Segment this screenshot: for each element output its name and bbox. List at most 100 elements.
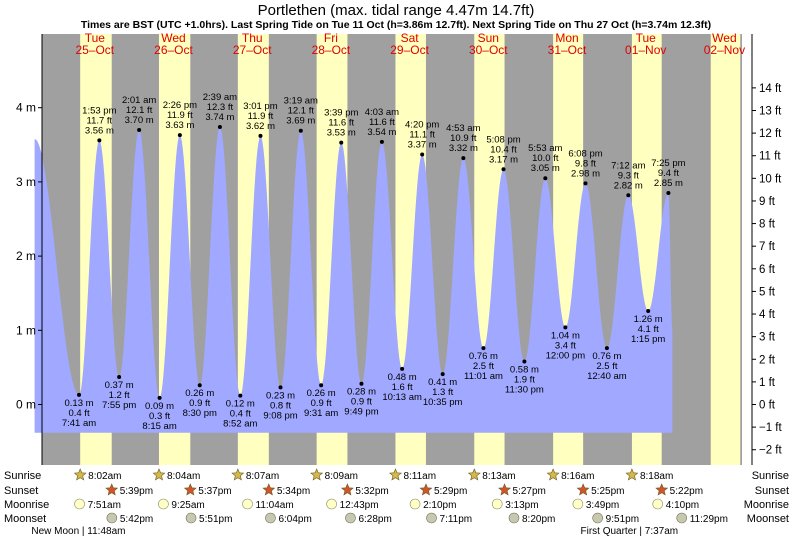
sunset-time: 5:32pm xyxy=(355,486,388,497)
high-tide-time: 2:26 pm xyxy=(163,100,197,111)
moonrise-time: 12:43pm xyxy=(340,500,379,511)
high-tide-time: 3:39 pm xyxy=(324,108,358,119)
tide-point xyxy=(646,309,651,314)
right-tick-label: 9 ft xyxy=(759,196,776,208)
low-tide-m: 0.23 m xyxy=(266,390,295,401)
moonset-icon xyxy=(676,512,688,524)
low-tide-m: 1.26 m xyxy=(634,314,663,325)
high-tide-time: 6:08 pm xyxy=(568,148,602,159)
high-tide-ft: 11.1 ft xyxy=(409,129,435,140)
low-tide-time: 12:00 pm xyxy=(546,350,586,361)
high-tide-ft: 12.3 ft xyxy=(207,102,234,113)
sunset-icon xyxy=(105,483,119,496)
left-tick-label: 2 m xyxy=(16,249,36,263)
axes: 0 m 1 m 2 m 3 m 4 m −2 ft −1 ft 0 ft 1 ft 2 ft 3 f… xyxy=(16,34,783,465)
sunrise-time: 8:18am xyxy=(640,471,673,482)
sunrise-icon xyxy=(310,468,324,481)
high-tide-time: 3:01 pm xyxy=(243,101,277,112)
sunset-icon xyxy=(655,483,669,496)
moonset-time: 6:28pm xyxy=(358,514,391,525)
right-tick-label: 8 ft xyxy=(759,219,776,231)
right-tick-label: 14 ft xyxy=(759,83,782,95)
moonset-time: 5:42pm xyxy=(120,514,153,525)
tide-point xyxy=(97,138,102,143)
low-tide-time: 7:41 am xyxy=(62,418,96,429)
tide-point xyxy=(481,346,486,351)
low-tide-m: 0.76 m xyxy=(592,351,621,362)
high-tide-m: 3.56 m xyxy=(85,125,114,136)
tide-point xyxy=(117,375,122,380)
high-tide-m: 3.70 m xyxy=(125,115,154,126)
day-date-label: 31–Oct xyxy=(548,43,587,57)
high-tide-m: 3.69 m xyxy=(286,116,315,127)
low-tide-ft: 2.5 ft xyxy=(596,361,617,372)
tide-point xyxy=(501,167,506,172)
low-tide-ft: 4.1 ft xyxy=(638,324,659,335)
high-tide-m: 3.32 m xyxy=(449,143,478,154)
high-tide-m: 2.98 m xyxy=(571,168,600,179)
right-tick-label: 5 ft xyxy=(759,286,776,298)
tide-point xyxy=(137,127,142,132)
high-tide-m: 3.63 m xyxy=(165,120,194,131)
sunrise-icon xyxy=(546,468,560,481)
day-dow-label: Wed xyxy=(712,31,736,45)
day-dow-label: Mon xyxy=(555,31,578,45)
left-tick-label: 4 m xyxy=(16,101,36,115)
sunrise-icon xyxy=(231,468,245,481)
sunrise-time: 8:16am xyxy=(561,471,594,482)
moonset-icon xyxy=(426,512,437,524)
tide-point xyxy=(583,181,588,186)
day-date-label: 25–Oct xyxy=(75,43,114,57)
high-tide-ft: 11.6 ft xyxy=(328,118,354,129)
sunset-time: 5:37pm xyxy=(198,486,231,497)
tide-point xyxy=(400,366,405,371)
low-tide-m: 0.09 m xyxy=(145,401,174,412)
moonrise-icon xyxy=(572,498,584,510)
sunset-icon xyxy=(576,483,590,496)
low-tide-ft: 0.9 ft xyxy=(189,398,210,409)
tide-point xyxy=(522,359,527,364)
moonset-time: 8:20pm xyxy=(522,514,555,525)
high-tide-ft: 9.3 ft xyxy=(618,170,639,181)
low-tide-m: 0.37 m xyxy=(105,380,134,391)
sunrise-time: 8:13am xyxy=(482,471,515,482)
sunset-time: 5:29pm xyxy=(434,486,467,497)
moonset-time: 7:11pm xyxy=(440,514,473,525)
low-tide-ft: 0.4 ft xyxy=(68,408,89,419)
tide-point xyxy=(543,176,548,181)
almanac-row-label-right: Moonrise xyxy=(744,499,789,511)
moonset-icon xyxy=(185,512,197,524)
high-tide-m: 3.62 m xyxy=(246,121,275,132)
day-date-label: 02–Nov xyxy=(704,43,745,57)
high-tide-time: 4:03 am xyxy=(365,107,399,118)
left-tick-label: 1 m xyxy=(16,323,36,337)
tide-point xyxy=(420,152,425,157)
tide-point xyxy=(177,133,182,138)
low-tide-ft: 2.5 ft xyxy=(473,361,494,372)
low-tide-time: 12:40 am xyxy=(587,371,627,382)
high-tide-ft: 10.9 ft xyxy=(450,133,477,144)
moonset-icon xyxy=(592,512,603,524)
chart-subtitle: Times are BST (UTC +1.0hrs). Last Spring… xyxy=(81,19,711,31)
tide-point xyxy=(298,128,303,133)
tide-area-path xyxy=(34,127,673,433)
day-labels: Tue25–OctWed26–OctThu27–OctFri28–OctSat2… xyxy=(75,31,745,57)
day-dow-label: Wed xyxy=(161,31,185,45)
moonrise-time: 3:13pm xyxy=(505,500,538,511)
tide-point xyxy=(217,124,222,129)
high-tide-time: 5:08 pm xyxy=(486,134,520,145)
sunrise-time: 8:09am xyxy=(325,471,358,482)
day-dow-label: Sun xyxy=(478,31,499,45)
day-dow-label: Thu xyxy=(242,31,263,45)
tide-point xyxy=(319,383,324,388)
tide-point xyxy=(604,346,609,351)
sunrise-icon xyxy=(467,468,481,481)
low-tide-m: 1.04 m xyxy=(551,330,580,341)
low-tide-ft: 0.9 ft xyxy=(351,397,372,408)
almanac-row-label-left: Sunrise xyxy=(4,470,41,482)
sunset-icon xyxy=(498,483,512,496)
day-date-label: 01–Nov xyxy=(625,43,666,57)
day-date-label: 29–Oct xyxy=(390,43,429,57)
